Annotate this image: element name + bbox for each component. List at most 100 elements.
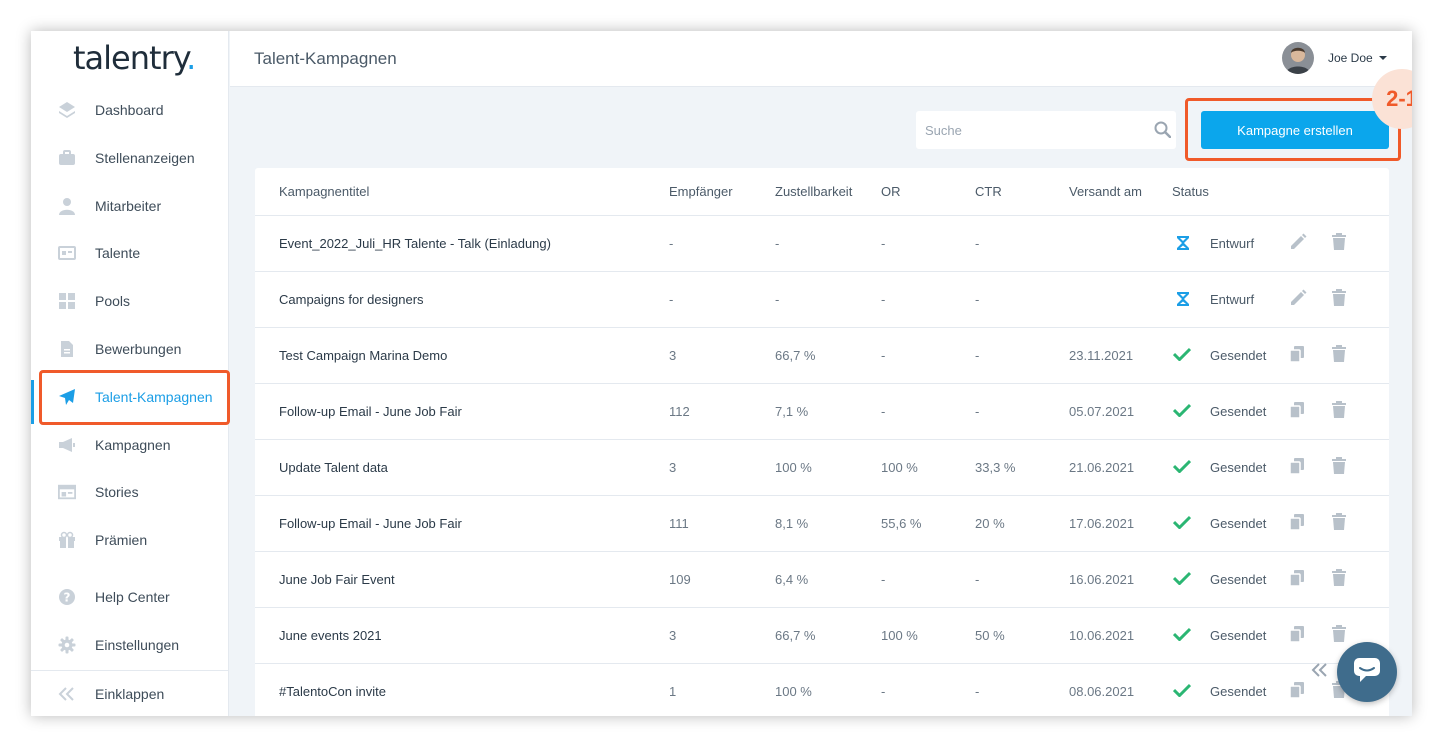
recipients-value: - (669, 292, 674, 307)
column-header-deliverability[interactable]: Zustellbarkeit (775, 184, 853, 199)
table-row[interactable]: Update Talent data 3 100 % 100 % 33,3 % 21.06… (255, 439, 1389, 495)
search-icon[interactable] (1154, 121, 1172, 143)
sidebar-item-mitarbeiter[interactable]: Mitarbeiter (31, 186, 229, 226)
table-row[interactable]: Campaigns for designers - - - - Entwurf (255, 271, 1389, 327)
sidebar-item-dashboard[interactable]: Dashboard (31, 90, 229, 130)
campaign-title[interactable]: Follow-up Email - June Job Fair (279, 516, 462, 531)
sidebar-item-stories[interactable]: Stories (31, 472, 229, 512)
sidebar-item-label: Mitarbeiter (95, 198, 162, 214)
copy-icon[interactable] (1289, 681, 1305, 704)
deliverability-value: - (775, 236, 780, 251)
status-badge: Gesendet (1210, 348, 1267, 363)
campaign-title[interactable]: Update Talent data (279, 460, 388, 475)
copy-icon[interactable] (1289, 401, 1305, 424)
status-badge: Gesendet (1210, 460, 1267, 475)
layers-icon (58, 101, 76, 119)
campaign-table: Kampagnentitel Empfänger Zustellbarkeit … (255, 168, 1389, 716)
trash-icon[interactable] (1331, 233, 1347, 256)
create-campaign-button[interactable]: Kampagne erstellen (1201, 111, 1389, 149)
avatar[interactable] (1282, 42, 1314, 74)
sidebar-collapse-button[interactable]: Einklappen (31, 674, 229, 714)
sidebar-item-label: Talent-Kampagnen (95, 389, 213, 405)
trash-icon[interactable] (1331, 569, 1347, 592)
campaign-title[interactable]: Event_2022_Juli_HR Talente - Talk (Einla… (279, 236, 551, 251)
or-value: 55,6 % (881, 516, 922, 531)
chat-button[interactable] (1337, 642, 1397, 702)
copy-icon[interactable] (1289, 569, 1305, 592)
caret-down-icon[interactable] (1379, 56, 1387, 60)
gear-icon (58, 636, 76, 654)
sidebar-item-talent-kampagnen[interactable]: Talent-Kampagnen (31, 377, 229, 424)
deliverability-value: 7,1 % (775, 404, 809, 419)
table-row[interactable]: Follow-up Email - June Job Fair 111 8,1 % 5… (255, 495, 1389, 551)
campaign-title[interactable]: #TalentoCon invite (279, 684, 386, 699)
column-header-sent-date[interactable]: Versandt am (1069, 184, 1142, 199)
trash-icon[interactable] (1331, 289, 1347, 312)
recipients-value: 3 (669, 628, 677, 643)
status-badge: Gesendet (1210, 404, 1267, 419)
column-header-ctr[interactable]: CTR (975, 184, 1002, 199)
sidebar-item-label: Stories (95, 484, 139, 500)
sidebar-item-talente[interactable]: Talente (31, 233, 229, 273)
ctr-value: - (975, 404, 980, 419)
table-row[interactable]: Test Campaign Marina Demo 3 66,7 % - - 23.11.… (255, 327, 1389, 383)
user-name[interactable]: Joe Doe (1328, 51, 1373, 65)
sidebar-item-praemien[interactable]: Prämien (31, 520, 229, 560)
copy-icon[interactable] (1289, 345, 1305, 368)
sidebar-item-pools[interactable]: Pools (31, 281, 229, 321)
copy-icon[interactable] (1289, 625, 1305, 648)
sidebar-item-kampagnen[interactable]: Kampagnen (31, 425, 229, 465)
sidebar-item-label: Prämien (95, 532, 148, 548)
logo[interactable]: talentry. (73, 39, 196, 77)
table-row[interactable]: June events 2021 3 66,7 % 100 % 50 % 10.06.20… (255, 607, 1389, 663)
sidebar: talentry. Dashboard Stellenanzeigen Mita… (31, 31, 229, 716)
campaign-title[interactable]: June Job Fair Event (279, 572, 395, 587)
copy-icon[interactable] (1289, 513, 1305, 536)
column-header-title[interactable]: Kampagnentitel (279, 184, 370, 199)
trash-icon[interactable] (1331, 401, 1347, 424)
check-icon (1172, 515, 1192, 534)
sidebar-item-stellenanzeigen[interactable]: Stellenanzeigen (31, 138, 229, 178)
table-row[interactable]: Follow-up Email - June Job Fair 112 7,1 % -… (255, 383, 1389, 439)
deliverability-value: 66,7 % (775, 628, 816, 643)
campaign-title[interactable]: June events 2021 (279, 628, 382, 643)
double-chevron-left-icon[interactable] (1310, 662, 1330, 683)
campaign-title[interactable]: Test Campaign Marina Demo (279, 348, 448, 363)
person-icon (58, 197, 76, 215)
deliverability-value: 66,7 % (775, 348, 816, 363)
edit-icon[interactable] (1289, 289, 1307, 312)
copy-icon[interactable] (1289, 457, 1305, 480)
ctr-value: - (975, 348, 980, 363)
trash-icon[interactable] (1331, 345, 1347, 368)
sidebar-item-label: Stellenanzeigen (95, 150, 195, 166)
sidebar-item-label: Dashboard (95, 102, 164, 118)
status-badge: Gesendet (1210, 516, 1267, 531)
ctr-value: 20 % (975, 516, 1005, 531)
table-row[interactable]: June Job Fair Event 109 6,4 % - - 16.06.2021 G… (255, 551, 1389, 607)
recipients-value: 3 (669, 348, 677, 363)
column-header-recipients[interactable]: Empfänger (669, 184, 733, 199)
edit-icon[interactable] (1289, 233, 1307, 256)
trash-icon[interactable] (1331, 457, 1347, 480)
sidebar-item-bewerbungen[interactable]: Bewerbungen (31, 329, 229, 369)
check-icon (1172, 627, 1192, 646)
sidebar-item-help-center[interactable]: ? Help Center (31, 577, 229, 617)
campaign-title[interactable]: Follow-up Email - June Job Fair (279, 404, 462, 419)
newspaper-icon (58, 483, 76, 501)
trash-icon[interactable] (1331, 625, 1347, 648)
campaign-title[interactable]: Campaigns for designers (279, 292, 424, 307)
status-badge: Entwurf (1210, 236, 1255, 251)
trash-icon[interactable] (1331, 513, 1347, 536)
column-header-or[interactable]: OR (881, 184, 901, 199)
sidebar-item-label: Bewerbungen (95, 341, 182, 357)
or-value: - (881, 684, 886, 699)
search-input[interactable] (916, 111, 1144, 149)
table-row[interactable]: Event_2022_Juli_HR Talente - Talk (Einla… (255, 215, 1389, 271)
status-badge: Gesendet (1210, 684, 1267, 699)
or-value: 100 % (881, 628, 918, 643)
or-value: - (881, 404, 886, 419)
sidebar-item-einstellungen[interactable]: Einstellungen (31, 625, 229, 665)
hourglass-icon (1176, 291, 1190, 312)
check-icon (1172, 403, 1192, 422)
table-row[interactable]: #TalentoCon invite 1 100 % - - 08.06.2021 Gese… (255, 663, 1389, 716)
